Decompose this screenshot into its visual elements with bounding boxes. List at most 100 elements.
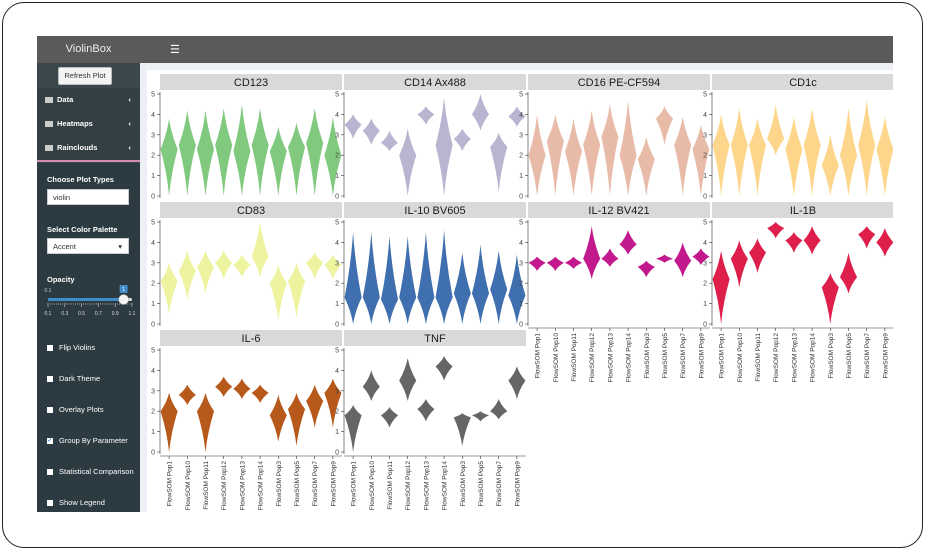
violin	[839, 108, 858, 196]
y-tick-label: 0	[703, 194, 707, 201]
checkbox[interactable]: Statistical Comparison	[47, 467, 134, 476]
violin	[490, 398, 508, 420]
violin	[324, 254, 342, 280]
facet-title: CD83	[237, 205, 265, 217]
checkbox[interactable]: Show Legend	[47, 498, 105, 507]
facet-strip	[160, 74, 342, 90]
y-tick-label: 0	[335, 194, 339, 201]
y-tick-label: 2	[519, 153, 523, 160]
y-tick-label: 0	[151, 450, 155, 457]
x-tick-label: FlowSOM Pop13	[423, 461, 430, 511]
violin	[269, 126, 287, 196]
violin	[692, 248, 710, 265]
y-tick-label: 3	[703, 260, 707, 267]
y-tick-label: 0	[703, 322, 707, 329]
y-tick-label: 4	[335, 112, 339, 119]
select[interactable]: Accent ▾	[47, 238, 129, 254]
facet-title: CD14 Ax488	[404, 77, 466, 89]
x-tick-label: FlowSOM Pop1	[535, 333, 542, 379]
violin	[528, 256, 546, 271]
violin	[712, 250, 730, 324]
violin	[196, 392, 215, 452]
facet-strip	[712, 74, 893, 90]
violin	[324, 116, 342, 196]
field-label: Select Color Palette	[47, 225, 118, 234]
y-tick-label: 0	[519, 322, 523, 329]
facet-title: TNF	[424, 333, 446, 345]
facet-title: CD1c	[789, 77, 817, 89]
menu-toggle[interactable]: ☰	[170, 44, 180, 56]
violin	[399, 236, 417, 324]
select-value: Accent	[53, 242, 76, 251]
violin	[435, 356, 453, 381]
x-tick-label: FlowSOM Pop12	[589, 333, 596, 383]
x-tick-label: FlowSOM Pop7	[312, 461, 319, 507]
violin	[748, 118, 767, 196]
violin	[748, 238, 767, 273]
x-tick-label: FlowSOM Pop11	[755, 333, 762, 382]
x-tick-label: FlowSOM Pop12	[773, 333, 780, 383]
checkbox[interactable]: Dark Theme	[47, 374, 100, 383]
y-tick-label: 4	[335, 368, 339, 375]
x-tick-label: FlowSOM Pop14	[258, 461, 265, 511]
violin	[269, 264, 287, 320]
violin	[417, 232, 435, 324]
checkbox-label: Statistical Comparison	[59, 467, 134, 476]
slider-tick-label: 1.1	[129, 311, 136, 317]
y-tick-label: 3	[151, 132, 155, 139]
violin	[287, 122, 306, 196]
y-tick-label: 1	[335, 301, 339, 308]
violin	[767, 222, 785, 239]
slider-tick-label: 0.1	[45, 311, 52, 317]
violin	[471, 244, 490, 324]
y-tick-label: 1	[519, 173, 523, 180]
checkbox[interactable]: Flip Violins	[47, 343, 95, 352]
violin	[508, 106, 526, 127]
violin	[269, 394, 287, 442]
checkbox-label: Flip Violins	[59, 343, 96, 352]
checkbox[interactable]: ✓ Group By Parameter	[47, 436, 128, 445]
violin	[471, 411, 490, 422]
x-tick-label: FlowSOM Pop3	[644, 333, 651, 379]
y-tick-label: 5	[519, 220, 523, 227]
x-tick-label: FlowSOM Pop13	[791, 333, 798, 383]
violin	[655, 254, 674, 263]
facet-strip	[160, 202, 342, 218]
violin-plots: CD123 0 1 2 3 4 5 CD14 Ax488 0 1 2 3 4 5 CD16 PE-CF594…	[147, 70, 893, 512]
facet-strip	[344, 202, 526, 218]
slider[interactable]: 0.1 1 0.1 0.3 0.5 0.7 0.9 1.1	[43, 285, 138, 320]
violin	[306, 252, 324, 280]
violin	[546, 256, 564, 271]
checkbox[interactable]: Overlay Plots	[47, 405, 104, 414]
menu-item[interactable]: Data ‹	[37, 88, 140, 112]
field-label: Opacity	[47, 275, 75, 284]
violin	[692, 124, 710, 196]
text-input[interactable]: violin	[47, 189, 129, 205]
y-tick-label: 3	[335, 132, 339, 139]
y-tick-label: 5	[703, 220, 707, 227]
x-tick-label: FlowSOM Pop14	[626, 333, 633, 383]
y-tick-label: 3	[335, 260, 339, 267]
facet-title: IL-12 BV421	[588, 205, 649, 217]
x-tick-label: FlowSOM Pop11	[387, 461, 394, 510]
x-tick-label: FlowSOM Pop11	[203, 461, 210, 510]
x-tick-label: FlowSOM Pop7	[864, 333, 871, 379]
violin	[674, 116, 692, 196]
y-tick-label: 1	[335, 429, 339, 436]
brand: ViolinBox	[65, 43, 112, 55]
violin	[196, 110, 215, 196]
y-tick-label: 5	[151, 220, 155, 227]
y-tick-label: 5	[151, 348, 155, 355]
x-tick-label: FlowSOM Pop5	[478, 461, 485, 507]
y-tick-label: 4	[335, 240, 339, 247]
menu-item[interactable]: Heatmaps ‹	[37, 112, 140, 136]
violin	[233, 378, 251, 399]
violin	[160, 392, 178, 452]
violin	[233, 104, 251, 196]
menu-item[interactable]: Rainclouds ‹	[37, 136, 140, 162]
violin	[528, 114, 546, 196]
x-tick-label: FlowSOM Pop14	[442, 461, 449, 511]
y-tick-label: 0	[151, 322, 155, 329]
refresh-button[interactable]: Refresh Plot	[58, 67, 112, 85]
y-tick-label: 0	[151, 194, 155, 201]
